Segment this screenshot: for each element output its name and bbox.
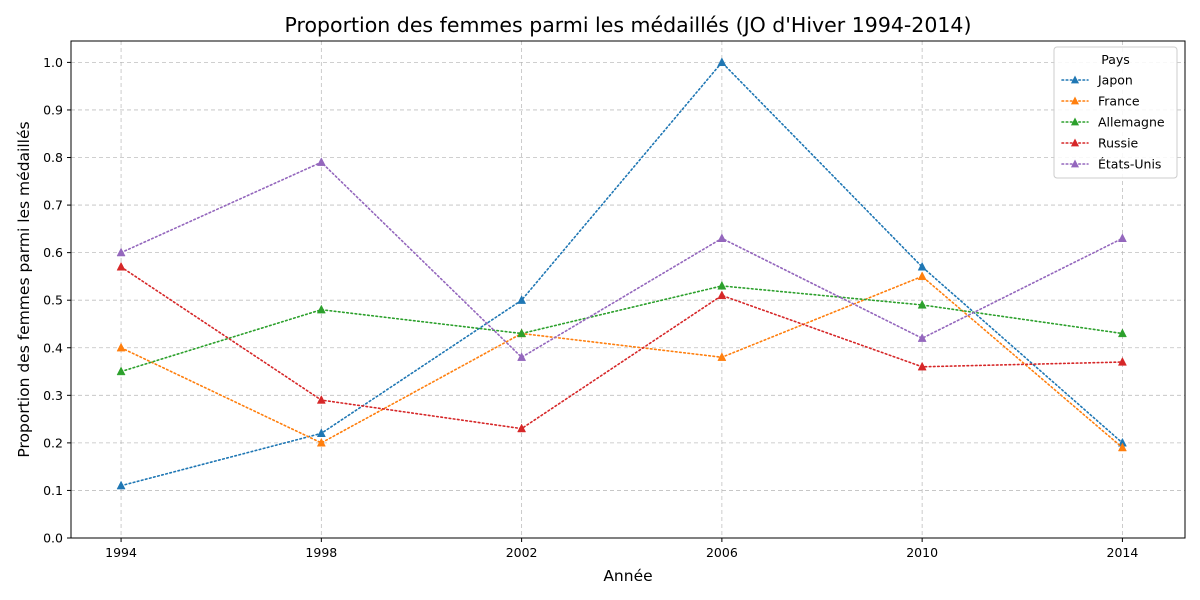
legend-label: Allemagne (1098, 115, 1165, 130)
data-point (517, 295, 527, 304)
x-tick-label: 1994 (105, 545, 137, 560)
series-0 (116, 57, 1127, 490)
y-tick-label: 0.8 (43, 150, 63, 165)
grid-layer (71, 41, 1185, 539)
legend-marker (1070, 117, 1080, 126)
data-point (116, 247, 126, 257)
series-1 (116, 271, 1127, 452)
data-point (116, 366, 126, 376)
y-tick-label: 0.1 (43, 483, 63, 498)
series-line (120, 266, 1124, 430)
x-tick-label: 2010 (906, 545, 938, 560)
legend-items: Japon France Allemagne Russie États-Unis (1061, 73, 1165, 172)
x-tick-label: 2014 (1107, 545, 1139, 560)
data-point (717, 57, 727, 67)
data-point (717, 233, 727, 242)
legend-title: Pays (1101, 52, 1130, 67)
x-axis-ticks: 1994 1998 2002 2006 2010 2014 (105, 538, 1138, 560)
data-point (517, 328, 527, 338)
y-tick-label: 0.3 (43, 388, 63, 403)
data-point (1117, 356, 1127, 366)
legend-label: États-Unis (1098, 157, 1161, 172)
series-line (120, 275, 1124, 449)
y-tick-label: 0.2 (43, 435, 63, 450)
legend-marker (1070, 96, 1080, 105)
data-point (917, 299, 927, 309)
data-point (717, 352, 727, 361)
y-tick-label: 0.9 (43, 102, 63, 117)
legend-item: Allemagne (1061, 115, 1165, 130)
legend-item: Russie (1061, 136, 1139, 151)
data-point (316, 428, 326, 437)
legend-marker (1070, 138, 1080, 147)
plot-frame (70, 40, 1186, 539)
data-point (116, 342, 126, 352)
y-tick-label: 0.5 (43, 293, 63, 308)
y-axis-ticks: 0.0 0.1 0.2 0.3 0.4 0.5 0.6 0.7 0.8 0.9 1.0 (43, 55, 71, 546)
x-axis-label: Année (603, 567, 652, 585)
data-point (1117, 328, 1127, 338)
x-tick-label: 1998 (305, 545, 337, 560)
legend-item: Japon (1061, 73, 1133, 88)
series-line (120, 61, 1124, 487)
legend-item: France (1061, 94, 1140, 109)
data-point (717, 280, 727, 290)
data-point (1117, 233, 1127, 242)
y-tick-label: 0.6 (43, 245, 63, 260)
series-3 (116, 261, 1127, 433)
legend: Pays Japon France Allemagne Russie États-Uni… (1053, 46, 1178, 179)
series-layer (116, 57, 1127, 490)
legend-label: Japon (1097, 73, 1133, 88)
y-tick-label: 0.0 (43, 531, 63, 546)
legend-label: France (1098, 94, 1140, 109)
data-point (517, 423, 527, 433)
legend-marker (1070, 159, 1080, 168)
series-line (120, 161, 1124, 359)
series-line (120, 285, 1124, 373)
series-4 (116, 157, 1127, 361)
chart-title: Proportion des femmes parmi les médaillé… (285, 13, 972, 37)
data-point (316, 395, 326, 404)
legend-marker (1070, 75, 1080, 84)
data-point (316, 157, 326, 166)
y-tick-label: 0.4 (43, 340, 63, 355)
data-point (517, 352, 527, 361)
data-point (116, 261, 126, 271)
data-point (316, 304, 326, 314)
legend-label: Russie (1098, 136, 1139, 151)
legend-item: États-Unis (1061, 157, 1161, 172)
data-point (717, 290, 727, 300)
series-2 (116, 280, 1127, 376)
x-tick-label: 2006 (706, 545, 738, 560)
x-tick-label: 2002 (506, 545, 538, 560)
y-tick-label: 0.7 (43, 198, 63, 213)
data-point (1117, 442, 1127, 452)
data-point (917, 261, 927, 271)
data-point (917, 333, 927, 342)
y-tick-label: 1.0 (43, 55, 63, 70)
data-point (116, 480, 126, 490)
data-point (917, 361, 927, 371)
y-axis-label: Proportion des femmes parmi les médaillé… (15, 121, 33, 457)
data-point (316, 437, 326, 447)
data-point (917, 271, 927, 281)
